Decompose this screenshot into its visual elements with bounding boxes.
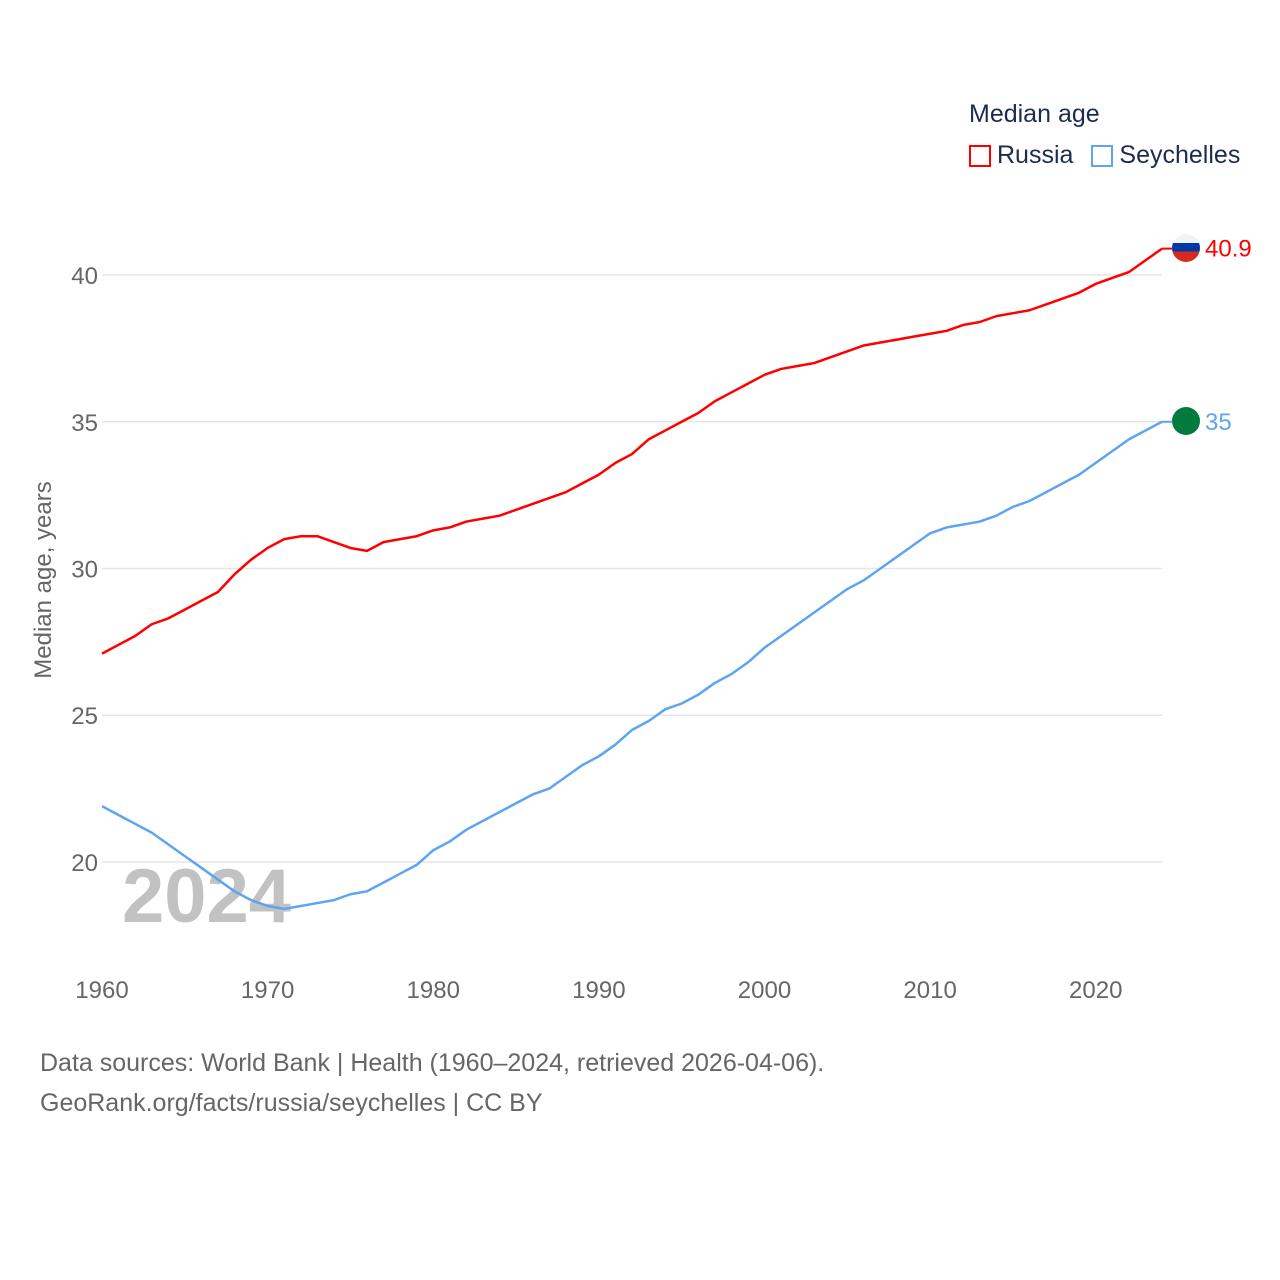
footer: Data sources: World Bank | Health (1960–… [40, 1043, 824, 1123]
data-source-note: Data sources: World Bank | Health (1960–… [40, 1049, 825, 1077]
year-watermark: 2024 [122, 854, 291, 939]
x-tick-label: 1970 [241, 977, 294, 1004]
legend-label-seychelles: Seychelles [1119, 141, 1241, 169]
legend-label-russia: Russia [997, 141, 1074, 169]
end-value-label-seychelles: 35 [1205, 409, 1232, 436]
y-axis-label: Median age, years [30, 481, 57, 678]
x-tick-label: 1990 [572, 977, 625, 1004]
legend-item-seychelles[interactable]: Seychelles [1091, 141, 1240, 170]
y-tick-label: 25 [71, 703, 98, 730]
legend: Median age Russia Seychelles [969, 100, 1240, 170]
end-value-label-russia: 40.9 [1205, 236, 1252, 263]
y-tick-label: 40 [71, 263, 98, 290]
y-tick-label: 30 [71, 557, 98, 584]
series-line-seychelles [101, 420, 1163, 911]
y-tick-label: 20 [71, 850, 98, 877]
source-link[interactable]: GeoRank.org/facts/russia/seychelles | CC… [40, 1089, 543, 1117]
x-tick-label: 1980 [407, 977, 460, 1004]
russia-flag-icon [1172, 234, 1200, 262]
series-line-russia [101, 247, 1163, 655]
y-tick-label: 35 [71, 410, 98, 437]
x-tick-label: 1960 [75, 977, 128, 1004]
x-tick-label: 2020 [1069, 977, 1122, 1004]
legend-title: Median age [969, 100, 1100, 128]
x-tick-label: 2010 [903, 977, 956, 1004]
legend-item-russia[interactable]: Russia [969, 141, 1073, 170]
seychelles-flag-icon [1172, 407, 1200, 435]
x-tick-label: 2000 [738, 977, 791, 1004]
legend-swatch-seychelles [1091, 144, 1114, 167]
legend-swatch-russia [969, 144, 991, 167]
